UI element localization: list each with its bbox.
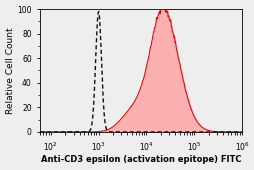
Y-axis label: Relative Cell Count: Relative Cell Count bbox=[6, 27, 14, 114]
X-axis label: Anti-CD3 epsilon (activation epitope) FITC: Anti-CD3 epsilon (activation epitope) FI… bbox=[41, 155, 240, 164]
